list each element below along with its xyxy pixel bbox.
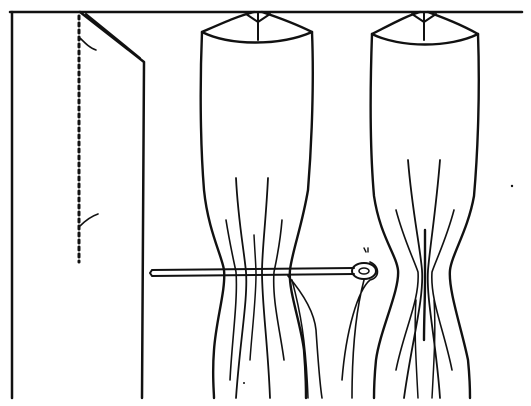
pleat-fold-1d — [272, 219, 285, 361]
pleat-hook-2 — [411, 11, 437, 41]
thread-end — [363, 247, 369, 253]
speck — [243, 382, 245, 384]
pleat-fold-2e — [422, 228, 427, 342]
pleat-fold-2f — [414, 299, 436, 399]
pleat-outline-right-2 — [448, 32, 480, 400]
needle-eye-hole — [358, 267, 370, 275]
panel-fold-inner — [85, 13, 141, 59]
thread — [287, 261, 379, 399]
pleat-fold-1c — [225, 219, 238, 381]
finished-gathered-pleat — [369, 10, 480, 400]
pleat-hook-1 — [245, 11, 271, 41]
needle-shaft — [149, 267, 355, 277]
pleat-fold-1a — [235, 177, 248, 399]
pleat-fold-2b — [426, 159, 441, 399]
speck — [510, 184, 514, 188]
pleat-fold-1e — [249, 234, 257, 361]
pleat-outline-right-1 — [288, 30, 314, 400]
pleat-fold-2a — [403, 159, 424, 399]
pleat-outline-left-1 — [199, 30, 226, 400]
pleat-fold-2c — [395, 209, 419, 371]
flat-panel-with-basting — [10, 10, 146, 400]
pleat-fold-1b — [261, 177, 271, 399]
panel-fold-edge — [78, 10, 146, 400]
pleat-fold-1f — [291, 279, 309, 399]
thread-tail-top — [79, 37, 97, 51]
pleat-top-1 — [200, 10, 314, 44]
thread-tail-bottom — [79, 213, 99, 227]
pleat-fold-2d — [431, 209, 455, 371]
needle-eye — [351, 262, 377, 280]
pleat-top-2 — [370, 10, 480, 46]
pleat-outline-left-2 — [369, 32, 400, 400]
gathered-pleat-with-needle — [149, 10, 379, 400]
